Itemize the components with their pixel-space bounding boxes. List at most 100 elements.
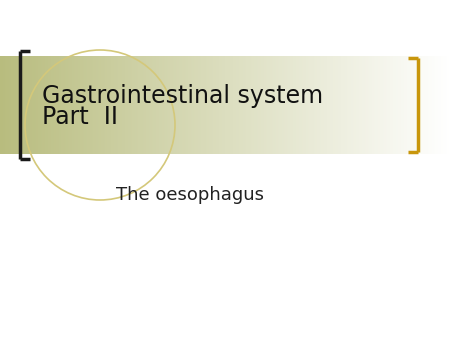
Bar: [100, 56, 103, 154]
Bar: [435, 56, 437, 154]
Bar: [201, 56, 203, 154]
Bar: [87, 56, 89, 154]
Bar: [302, 56, 303, 154]
Bar: [230, 56, 231, 154]
Bar: [228, 56, 230, 154]
Bar: [50, 56, 51, 154]
Bar: [165, 56, 167, 154]
Bar: [296, 56, 297, 154]
Text: Gastrointestinal system: Gastrointestinal system: [42, 84, 323, 108]
Bar: [134, 56, 135, 154]
Bar: [305, 56, 306, 154]
Bar: [12, 56, 14, 154]
Bar: [447, 56, 449, 154]
Bar: [215, 56, 216, 154]
Bar: [37, 56, 40, 154]
Bar: [415, 56, 418, 154]
Bar: [170, 56, 171, 154]
Bar: [220, 56, 222, 154]
Bar: [369, 56, 371, 154]
Bar: [375, 56, 377, 154]
Bar: [280, 56, 283, 154]
Bar: [42, 56, 44, 154]
Bar: [348, 56, 350, 154]
Bar: [66, 56, 68, 154]
Bar: [118, 56, 121, 154]
Bar: [68, 56, 69, 154]
Bar: [392, 56, 393, 154]
Bar: [171, 56, 173, 154]
Bar: [384, 56, 386, 154]
Bar: [136, 56, 139, 154]
Bar: [440, 56, 441, 154]
Bar: [82, 56, 85, 154]
Bar: [316, 56, 319, 154]
Bar: [198, 56, 200, 154]
Bar: [40, 56, 42, 154]
Bar: [166, 56, 168, 154]
Bar: [158, 56, 159, 154]
Bar: [382, 56, 384, 154]
Bar: [350, 56, 351, 154]
Bar: [60, 56, 62, 154]
Bar: [361, 56, 364, 154]
Bar: [363, 56, 365, 154]
Bar: [54, 56, 56, 154]
Bar: [442, 56, 445, 154]
Bar: [252, 56, 254, 154]
Bar: [27, 56, 29, 154]
Bar: [3, 56, 5, 154]
Bar: [216, 56, 218, 154]
Bar: [210, 56, 212, 154]
Bar: [271, 56, 274, 154]
Bar: [352, 56, 355, 154]
Bar: [1, 56, 4, 154]
Bar: [253, 56, 256, 154]
Bar: [274, 56, 276, 154]
Bar: [194, 56, 195, 154]
Bar: [428, 56, 429, 154]
Bar: [406, 56, 409, 154]
Bar: [75, 56, 77, 154]
Bar: [14, 56, 15, 154]
Bar: [192, 56, 194, 154]
Bar: [282, 56, 284, 154]
Bar: [377, 56, 378, 154]
Bar: [156, 56, 158, 154]
Bar: [10, 56, 13, 154]
Bar: [420, 56, 422, 154]
Bar: [22, 56, 24, 154]
Bar: [206, 56, 207, 154]
Bar: [127, 56, 130, 154]
Bar: [323, 56, 324, 154]
Bar: [248, 56, 249, 154]
Bar: [89, 56, 90, 154]
Bar: [388, 56, 391, 154]
Bar: [189, 56, 191, 154]
Bar: [429, 56, 431, 154]
Bar: [343, 56, 346, 154]
Bar: [276, 56, 278, 154]
Bar: [357, 56, 359, 154]
Bar: [69, 56, 71, 154]
Bar: [78, 56, 80, 154]
Bar: [426, 56, 428, 154]
Bar: [399, 56, 401, 154]
Bar: [225, 56, 227, 154]
Bar: [405, 56, 407, 154]
Bar: [381, 56, 383, 154]
Bar: [354, 56, 356, 154]
Bar: [217, 56, 220, 154]
Bar: [76, 56, 78, 154]
Bar: [417, 56, 419, 154]
Bar: [338, 56, 339, 154]
Bar: [234, 56, 236, 154]
Bar: [24, 56, 26, 154]
Bar: [84, 56, 86, 154]
Bar: [91, 56, 94, 154]
Bar: [195, 56, 197, 154]
Bar: [53, 56, 54, 154]
Bar: [246, 56, 248, 154]
Bar: [396, 56, 398, 154]
Bar: [90, 56, 92, 154]
